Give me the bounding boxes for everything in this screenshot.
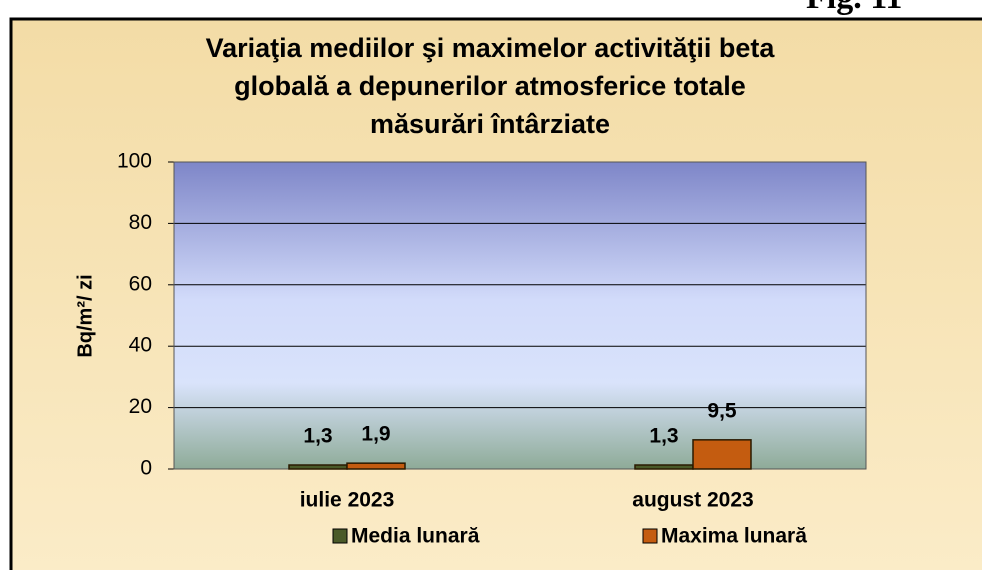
data-label: 9,5	[707, 399, 737, 422]
data-label: 1,3	[649, 425, 678, 448]
y-tick-label: 40	[129, 334, 152, 357]
y-tick-label: 80	[129, 211, 152, 234]
legend-label: Media lunară	[351, 525, 480, 548]
bar	[346, 462, 406, 470]
legend-label: Maxima lunară	[661, 525, 807, 548]
plot-area	[174, 162, 866, 469]
x-tick-label: iulie 2023	[300, 489, 395, 512]
y-tick-label: 20	[129, 395, 152, 418]
chart-title: Variaţia mediilor şi maximelor activităţ…	[206, 33, 776, 63]
data-label: 1,9	[361, 423, 390, 446]
legend-swatch	[642, 528, 658, 544]
y-tick-label: 0	[140, 457, 152, 480]
figure-label: Fig. 11	[806, 0, 902, 16]
y-tick-label: 100	[117, 150, 152, 173]
data-label: 1,3	[303, 425, 332, 448]
legend-swatch	[332, 528, 348, 544]
chart-title: măsurări întârziate	[370, 109, 610, 139]
plot-border	[173, 161, 867, 470]
x-tick-label: august 2023	[632, 489, 753, 512]
bar	[288, 464, 348, 470]
y-tick-label: 60	[129, 272, 152, 295]
y-axis-label: Bq/m²/ zi	[74, 274, 96, 357]
chart-title: globală a depunerilor atmosferice totale	[234, 71, 746, 101]
bar	[634, 464, 694, 470]
bar	[692, 439, 752, 470]
